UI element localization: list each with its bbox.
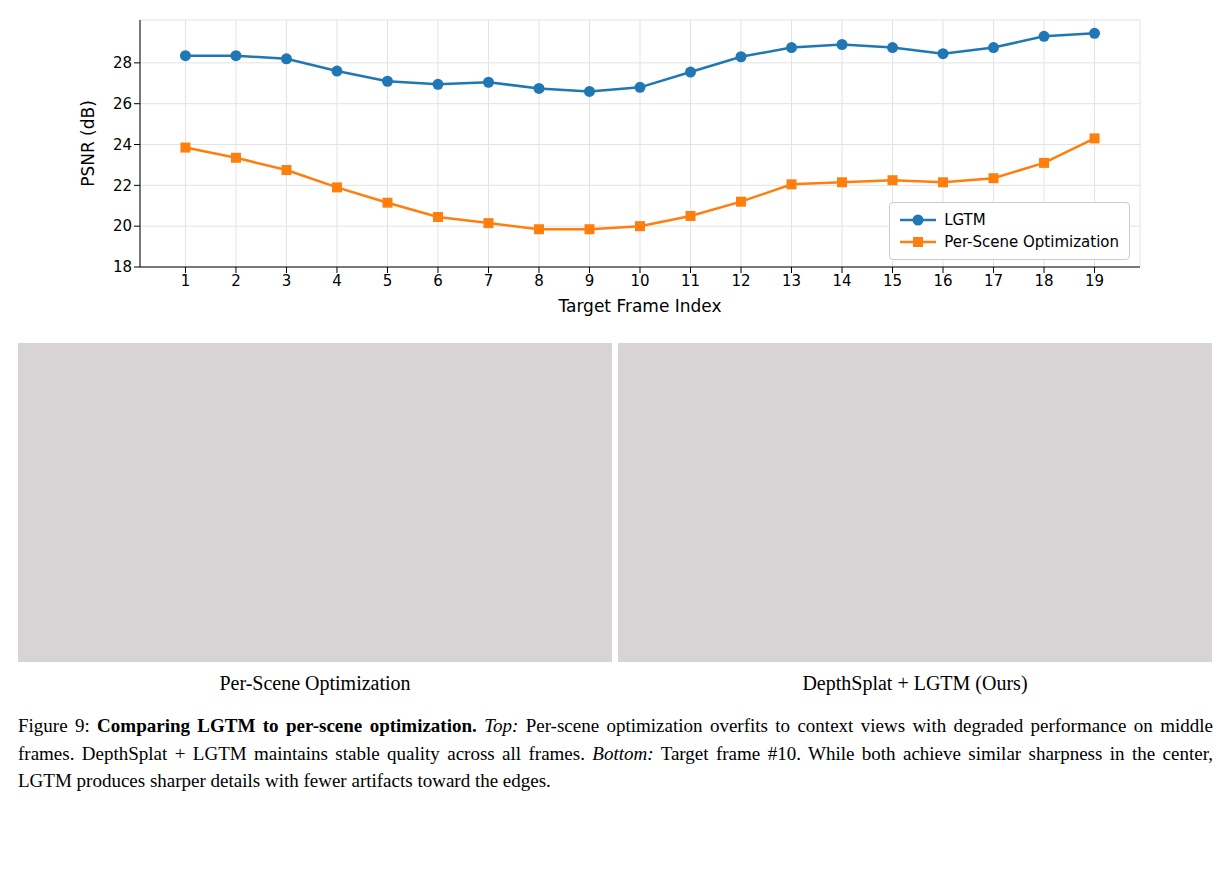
svg-text:3: 3 bbox=[282, 272, 292, 290]
html-text:Per-Scene Optimization: Per-Scene Optimization bbox=[219, 672, 411, 694]
svg-text:6: 6 bbox=[433, 272, 443, 290]
html-text:LGTM: LGTM bbox=[944, 211, 986, 229]
svg-text:Target Frame Index: Target Frame Index bbox=[557, 296, 721, 316]
svg-text:19: 19 bbox=[1085, 272, 1104, 290]
svg-text:17: 17 bbox=[984, 272, 1003, 290]
html-text:Figure 9: Comparing LGTM to pe: Figure 9: Comparing LGTM to per-scene op… bbox=[18, 715, 1213, 792]
svg-text:11: 11 bbox=[681, 272, 700, 290]
svg-text:10: 10 bbox=[630, 272, 649, 290]
svg-text:26: 26 bbox=[113, 95, 132, 113]
svg-text:22: 22 bbox=[113, 177, 132, 195]
svg-text:2: 2 bbox=[231, 272, 241, 290]
svg-text:4: 4 bbox=[332, 272, 342, 290]
svg-text:16: 16 bbox=[933, 272, 952, 290]
svg-text:14: 14 bbox=[832, 272, 851, 290]
html-text:Per-Scene Optimization: Per-Scene Optimization bbox=[944, 233, 1119, 251]
svg-text:28: 28 bbox=[113, 54, 132, 72]
svg-text:18: 18 bbox=[1034, 272, 1053, 290]
svg-text:12: 12 bbox=[731, 272, 750, 290]
svg-text:20: 20 bbox=[113, 217, 132, 235]
svg-text:18: 18 bbox=[113, 258, 132, 276]
svg-text:1: 1 bbox=[181, 272, 191, 290]
html-text:DepthSplat + LGTM (Ours): DepthSplat + LGTM (Ours) bbox=[802, 672, 1028, 694]
svg-text:24: 24 bbox=[113, 136, 132, 154]
svg-text:7: 7 bbox=[484, 272, 494, 290]
svg-text:8: 8 bbox=[534, 272, 544, 290]
svg-text:9: 9 bbox=[585, 272, 595, 290]
svg-text:5: 5 bbox=[383, 272, 393, 290]
svg-text:15: 15 bbox=[883, 272, 902, 290]
svg-text:13: 13 bbox=[782, 272, 801, 290]
svg-text:PSNR (dB): PSNR (dB) bbox=[78, 100, 98, 187]
